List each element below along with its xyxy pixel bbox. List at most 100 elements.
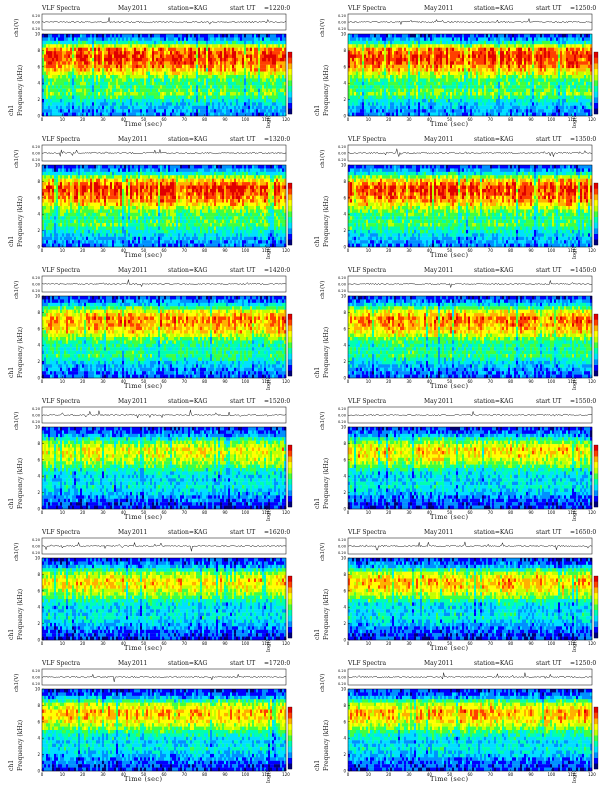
spectrogram-cell	[372, 105, 375, 110]
spectrogram-cell	[152, 71, 155, 76]
spectrogram-cell	[48, 78, 51, 82]
spectrogram-cell	[490, 71, 493, 76]
spectrogram-cell	[120, 71, 123, 76]
spectrogram-cell	[150, 112, 153, 117]
spectrogram-cell	[214, 54, 217, 59]
spectrogram-cell	[112, 34, 115, 38]
spectrogram-cell	[484, 81, 487, 86]
colorbar-swatch	[288, 57, 292, 64]
spectrogram-cell	[256, 81, 259, 86]
spectrogram-cell	[72, 51, 75, 55]
spectrogram-cell	[418, 105, 421, 110]
spectrogram-cell	[100, 102, 103, 106]
spectrogram-cell	[164, 64, 167, 69]
spectrogram-cell	[248, 57, 251, 62]
spectrogram-cell	[242, 71, 245, 76]
spectrogram-cell	[434, 68, 437, 72]
spectrogram-cell	[134, 61, 137, 65]
spectrogram-cell	[220, 81, 223, 86]
spectrogram-cell	[66, 112, 69, 117]
spectrogram-cell	[98, 78, 101, 82]
spectrogram-cell	[152, 109, 155, 113]
spectrogram-cell	[252, 81, 255, 86]
spectrogram-cell	[428, 68, 431, 72]
spectrogram-cell	[232, 75, 235, 79]
spectrogram-cell	[88, 105, 91, 110]
spectrogram-cell	[354, 37, 357, 41]
spectrogram-cell	[396, 37, 399, 41]
spectrogram-cell	[454, 109, 457, 113]
spectrogram-cell	[482, 109, 485, 113]
spectrogram-cell	[80, 85, 83, 89]
spectrogram-cell	[458, 71, 461, 76]
spectrogram-cell	[270, 61, 273, 65]
spectrogram-cell	[182, 85, 185, 89]
spectrogram-cell	[184, 71, 187, 76]
spectrogram-cell	[456, 34, 459, 38]
spectrogram-cell	[168, 98, 171, 103]
spectrogram-cell	[60, 98, 63, 103]
spectrogram-cell	[102, 71, 105, 76]
spectrogram-cell	[44, 85, 47, 89]
spectrogram-cell	[184, 64, 187, 69]
spectrogram-cell	[118, 44, 121, 48]
spectrogram-cell	[86, 68, 89, 72]
spectrogram-cell	[130, 95, 133, 100]
spectrogram-cell	[128, 61, 131, 65]
spectrogram-cell	[66, 95, 69, 100]
spectrogram-cell	[380, 92, 383, 96]
spectrogram-cell	[248, 71, 251, 76]
spectrogram-cell	[378, 75, 381, 79]
spectrogram-cell	[156, 57, 159, 62]
spectrogram-cell	[412, 54, 415, 59]
spectrogram-cell	[68, 37, 71, 41]
spectrogram-cell	[234, 64, 237, 69]
spectrogram-cell	[154, 81, 157, 86]
spectrogram-cell	[170, 88, 173, 93]
spectrogram-cell	[458, 51, 461, 55]
spectrogram-cell	[144, 78, 147, 82]
spectrogram-cell	[148, 57, 151, 62]
spectrogram-cell	[464, 51, 467, 55]
spectrogram-cell	[192, 85, 195, 89]
spectrogram-cell	[430, 34, 433, 38]
spectrogram-cell	[258, 37, 261, 41]
spectrogram-cell	[252, 102, 255, 106]
spectrogram-cell	[378, 105, 381, 110]
spectrogram-cell	[104, 47, 107, 52]
spectrogram-cell	[94, 85, 97, 89]
spectrogram-cell	[180, 98, 183, 103]
spectrogram-cell	[448, 75, 451, 79]
spectrogram-cell	[172, 112, 175, 117]
spectrogram-cell	[246, 102, 249, 106]
spectrogram-cell	[146, 78, 149, 82]
spectrogram-cell	[234, 109, 237, 113]
spectrogram-cell	[446, 85, 449, 89]
spectrogram-cell	[418, 78, 421, 82]
spectrogram-cell	[134, 88, 137, 93]
spectrogram-cell	[102, 78, 105, 82]
spectrogram-cell	[480, 109, 483, 113]
spectrogram-cell	[126, 54, 129, 59]
spectrogram-cell	[482, 61, 485, 65]
spectrogram-cell	[458, 112, 461, 117]
spectrogram-cell	[510, 71, 513, 76]
spectrogram-cell	[178, 102, 181, 106]
spectrogram-cell	[480, 88, 483, 93]
spectrogram-cell	[506, 112, 509, 117]
spectrogram-cell	[222, 51, 225, 55]
spectrogram-cell	[430, 102, 433, 106]
spectrogram-cell	[366, 61, 369, 65]
spectrogram-cell	[190, 51, 193, 55]
spectrogram-cell	[268, 64, 271, 69]
spectrogram-cell	[184, 112, 187, 117]
spectrogram-cell	[482, 88, 485, 93]
spectrogram-cell	[406, 112, 409, 117]
spectrogram-cell	[164, 102, 167, 106]
spectrogram-cell	[466, 105, 469, 110]
spectrogram-cell	[92, 88, 95, 93]
spectrogram-cell	[504, 34, 507, 38]
spectrogram-cell	[66, 98, 69, 103]
spectrogram-cell	[100, 54, 103, 59]
spectrogram-cell	[274, 40, 277, 45]
